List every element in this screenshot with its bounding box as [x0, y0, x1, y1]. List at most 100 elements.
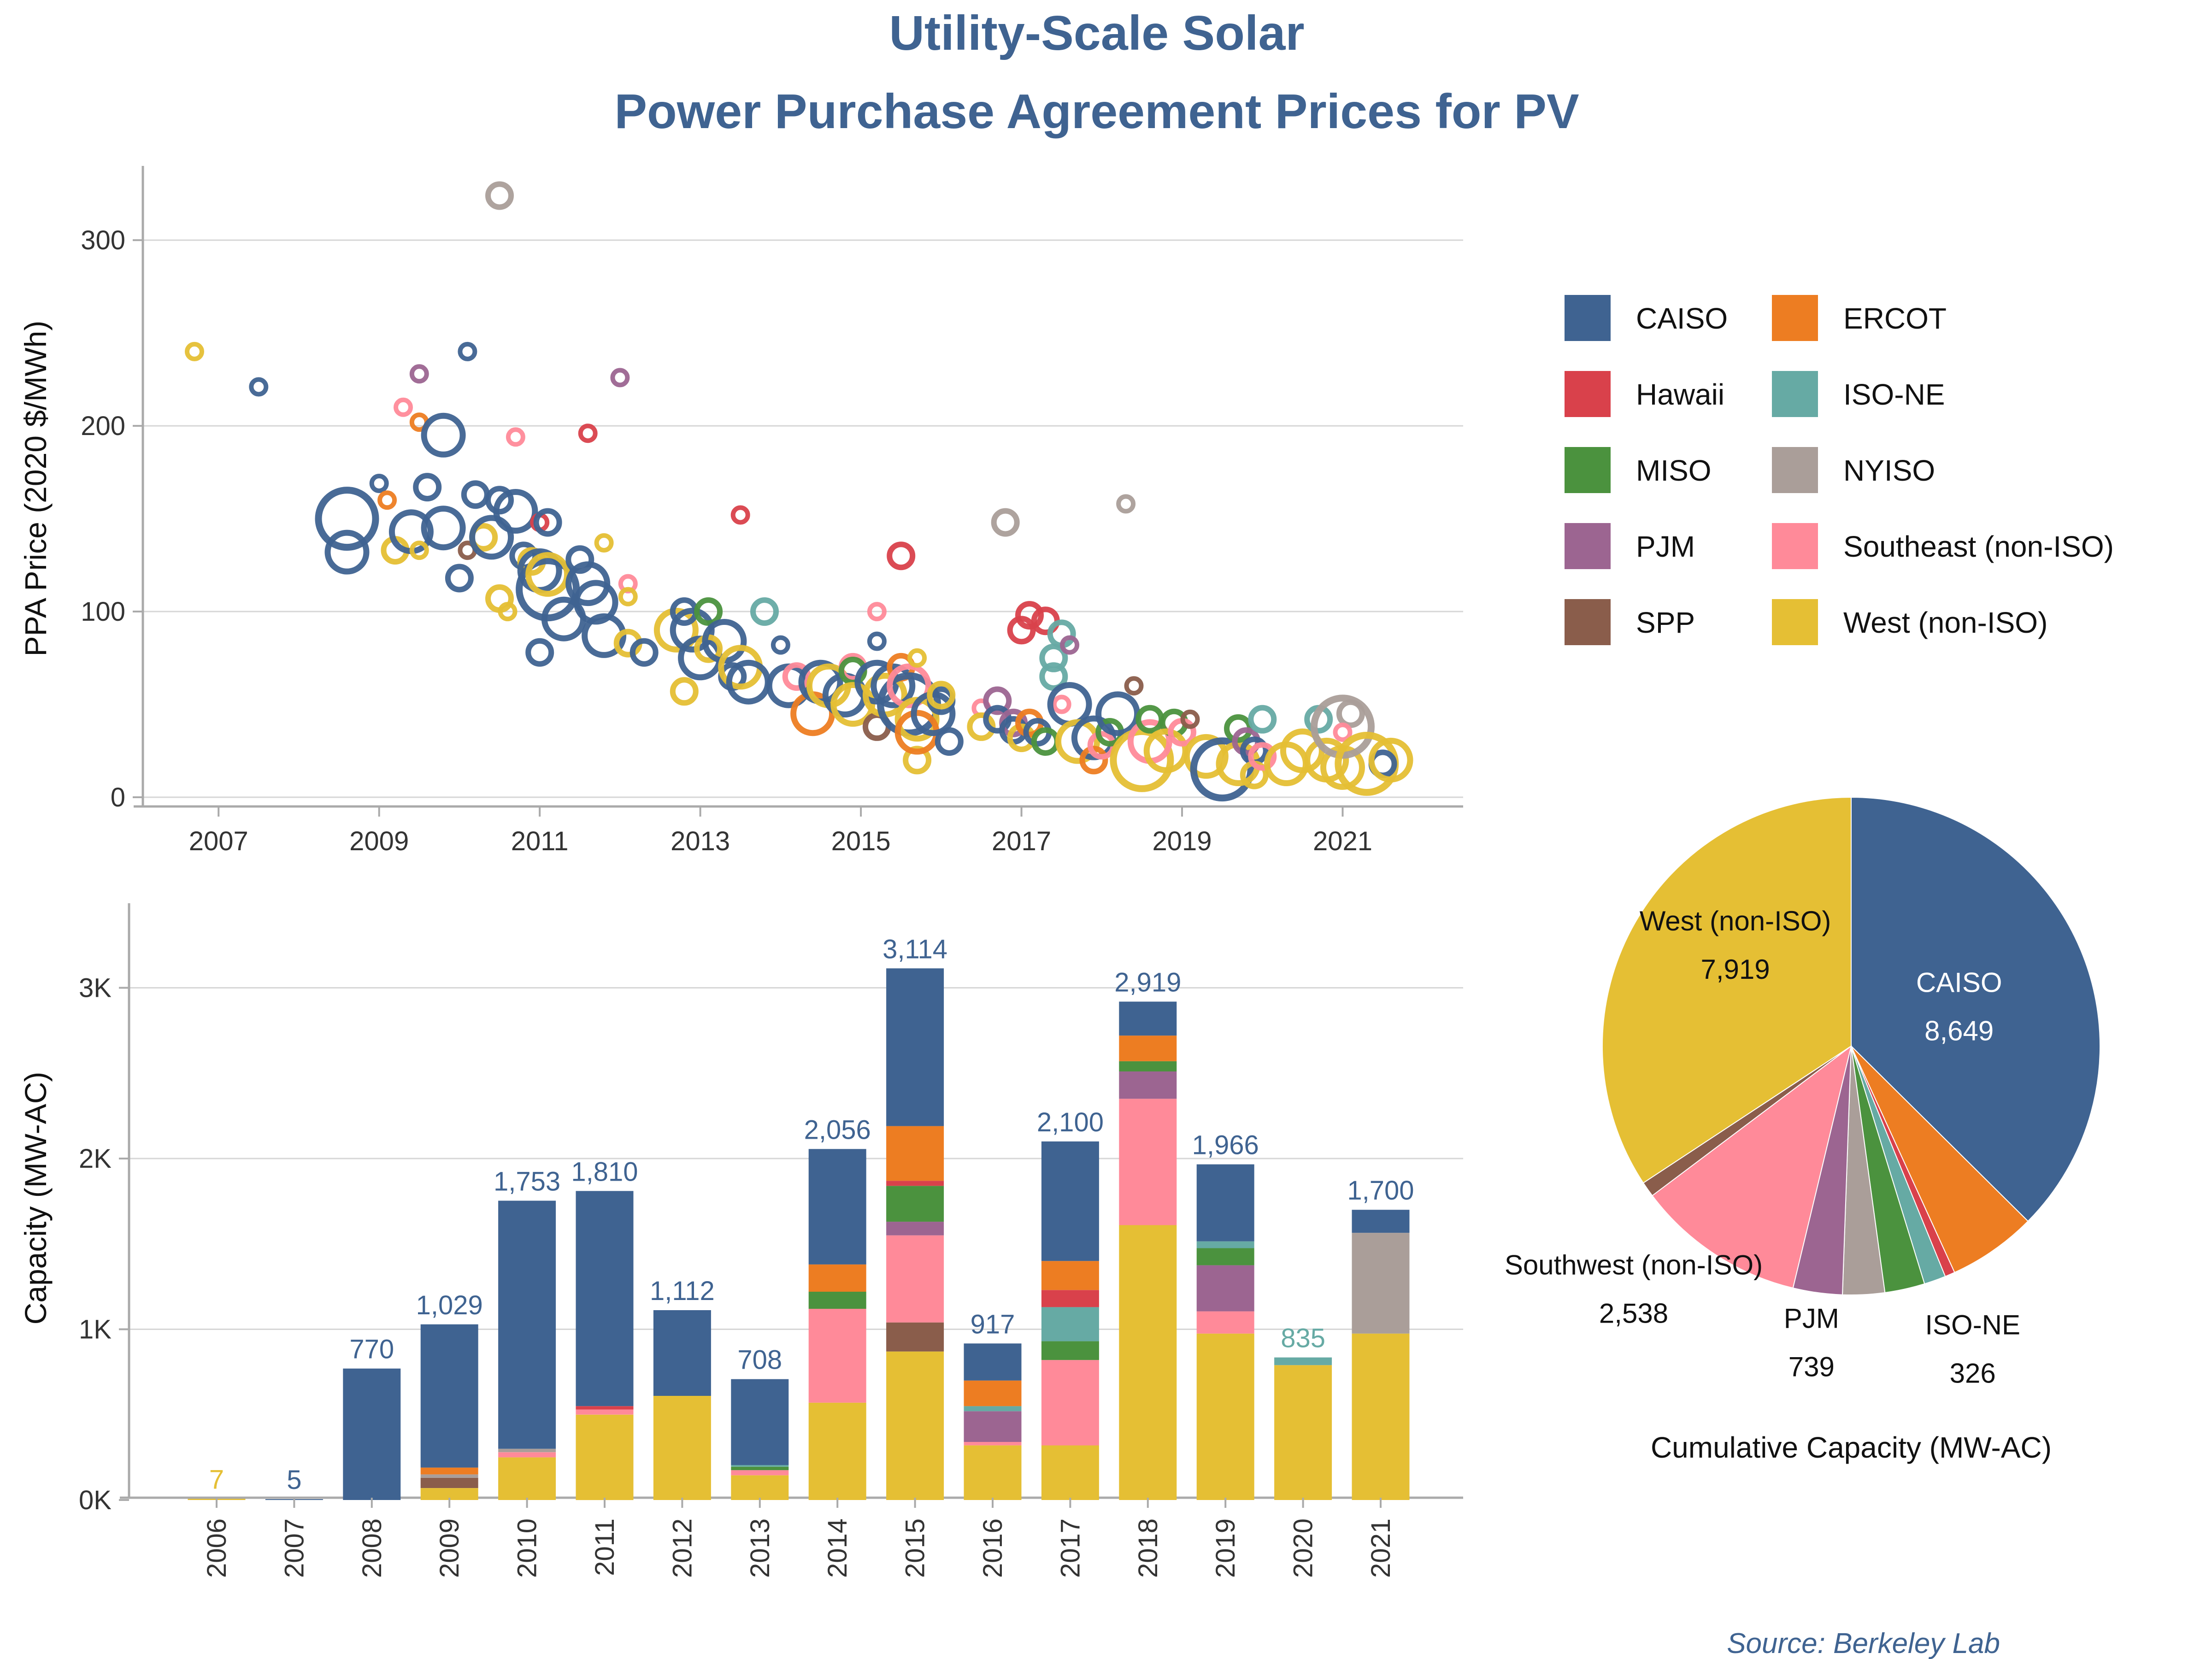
bar-total-label-2008: 770 [349, 1335, 394, 1365]
scatter-point-caiso [413, 473, 442, 502]
bar-x-tick-label-2010: 2010 [512, 1518, 542, 1578]
scatter-point-southeast-non-iso [394, 397, 413, 417]
scatter-point-southeast-non-iso [1248, 742, 1277, 771]
bar-2019-pjm [1196, 1265, 1254, 1312]
legend-label-hawaii: Hawaii [1636, 378, 1724, 411]
bar-2014-miso [808, 1292, 866, 1309]
bar-2016-caiso [964, 1343, 1022, 1381]
bar-2011-hawaii [576, 1406, 634, 1410]
scatter-point-west-non-iso [409, 541, 429, 560]
bar-2019-west-non-iso [1196, 1333, 1254, 1500]
bar-total-labels: 7 5 770 1,029 1,753 1,810 1,112 708 2,056 3,114 91… [209, 934, 1414, 1495]
pie-label-caiso: CAISO [1916, 967, 2002, 998]
scatter-point-caiso [315, 487, 379, 551]
pie-title: Cumulative Capacity (MW-AC) [1651, 1431, 2052, 1464]
scatter-point-iso-ne [1039, 643, 1068, 672]
legend-swatch-southeast-non-iso [1772, 523, 1818, 569]
scatter-point-southeast-non-iso [506, 427, 525, 447]
scatter-x-tick-label: 2007 [189, 826, 248, 856]
bar-total-label-2011: 1,810 [571, 1157, 638, 1187]
scatter-x-tick-label: 2015 [831, 826, 891, 856]
bar-total-label-2021: 1,700 [1347, 1176, 1414, 1206]
scatter-point-hawaii [1007, 616, 1036, 645]
scatter-point-caiso [629, 638, 659, 667]
pie-panel: CAISO 8,649 ISO-NE 326 PJM 739 Southwest (non-… [1505, 796, 2101, 1464]
bar-x-tick-label-2015: 2015 [900, 1518, 930, 1578]
scatter-point-caiso [421, 506, 466, 551]
bar-2012-caiso [653, 1310, 711, 1396]
scatter-point-west-non-iso [498, 602, 518, 622]
pie-value-southwest-non-iso: 2,538 [1599, 1298, 1668, 1329]
bar-x-tick-label-2006: 2006 [202, 1518, 232, 1578]
bar-2016-pjm [964, 1411, 1022, 1442]
scatter-point-nyiso [1116, 494, 1136, 514]
scatter-point-spp [1180, 709, 1200, 729]
scatter-point-caiso [445, 564, 474, 593]
scatter-point-west-non-iso [594, 533, 614, 553]
scatter-point-southeast-non-iso [782, 662, 811, 691]
scatter-point-west-non-iso [618, 587, 638, 606]
bar-2013-miso [731, 1466, 789, 1471]
scatter-point-caiso [935, 727, 964, 756]
legend-swatch-hawaii [1565, 371, 1611, 417]
bar-x-tick-label-2009: 2009 [435, 1518, 465, 1578]
bar-2015-hawaii [886, 1181, 944, 1186]
bar-2017-hawaii [1041, 1290, 1099, 1307]
bar-2013-caiso [731, 1379, 789, 1465]
pie-label-southwest-non-iso: Southwest (non-ISO) [1505, 1250, 1763, 1281]
scatter-point-west-non-iso [185, 341, 204, 361]
scatter-point-caiso [573, 580, 618, 625]
bar-x-ticks: 2006 2007 2008 2009 2010 2011 2012 2013 2014 2015… [202, 1498, 1396, 1578]
bar-2016-iso-ne [964, 1406, 1022, 1412]
scatter-point-southeast-non-iso [1333, 723, 1353, 742]
bar-y-tick-label: 3K [79, 973, 112, 1003]
pie-slices [1602, 796, 2101, 1296]
scatter-x-tick-label: 2019 [1153, 826, 1212, 856]
scatter-point-caiso [369, 474, 389, 493]
bar-stacks [188, 968, 1410, 1500]
bar-2018-southeast-non-iso [1119, 1099, 1177, 1225]
title-line2: Power Purchase Agreement Prices for PV [614, 84, 1579, 139]
scatter-point-iso-ne [1039, 662, 1068, 691]
bar-2015-caiso [886, 968, 944, 1126]
bar-x-tick-label-2019: 2019 [1211, 1518, 1241, 1578]
scatter-point-caiso [458, 341, 477, 361]
scatter-point-west-non-iso [967, 712, 996, 741]
pie-label-pjm: PJM [1784, 1303, 1839, 1334]
legend-swatch-pjm [1565, 523, 1611, 569]
legend-label-southeast-non-iso: Southeast (non-ISO) [1843, 530, 2114, 563]
bar-x-tick-label-2018: 2018 [1133, 1518, 1163, 1578]
scatter-points [185, 181, 1413, 802]
legend-label-iso-ne: ISO-NE [1843, 378, 1945, 411]
scatter-point-caiso [324, 529, 370, 575]
scatter-y-ticks: 0 100 200 300 [81, 225, 143, 812]
bar-2011-southeast-non-iso [576, 1409, 634, 1415]
bar-x-tick-label-2011: 2011 [590, 1518, 620, 1576]
bar-2021-west-non-iso [1352, 1333, 1410, 1500]
scatter-point-miso [694, 597, 723, 626]
bar-x-tick-label-2007: 2007 [279, 1518, 309, 1578]
scatter-point-caiso [867, 631, 887, 651]
legend-swatch-ercot [1772, 295, 1818, 341]
pie-value-west-non-iso: 7,919 [1701, 954, 1770, 985]
legend-swatch-miso [1565, 447, 1611, 493]
legend-label-spp: SPP [1636, 606, 1695, 639]
scatter-point-west-non-iso [927, 681, 956, 710]
bar-2014-caiso [808, 1149, 866, 1265]
scatter-point-west-non-iso [1368, 737, 1413, 782]
bar-2015-pjm [886, 1222, 944, 1235]
pie-value-caiso: 8,649 [1924, 1015, 1994, 1046]
bar-total-label-2016: 917 [971, 1309, 1015, 1339]
bar-2014-west-non-iso [808, 1402, 866, 1500]
bar-y-axis-label: Capacity (MW-AC) [18, 1072, 53, 1325]
bar-total-label-2018: 2,919 [1114, 968, 1181, 998]
bar-2013-southeast-non-iso [731, 1470, 789, 1476]
scatter-point-caiso [771, 635, 790, 655]
scatter-point-west-non-iso [1183, 734, 1229, 779]
bar-2020-iso-ne [1274, 1357, 1332, 1365]
bar-y-tick-label: 0K [79, 1485, 112, 1515]
bar-2015-southeast-non-iso [886, 1235, 944, 1323]
scatter-point-caiso [565, 545, 594, 574]
